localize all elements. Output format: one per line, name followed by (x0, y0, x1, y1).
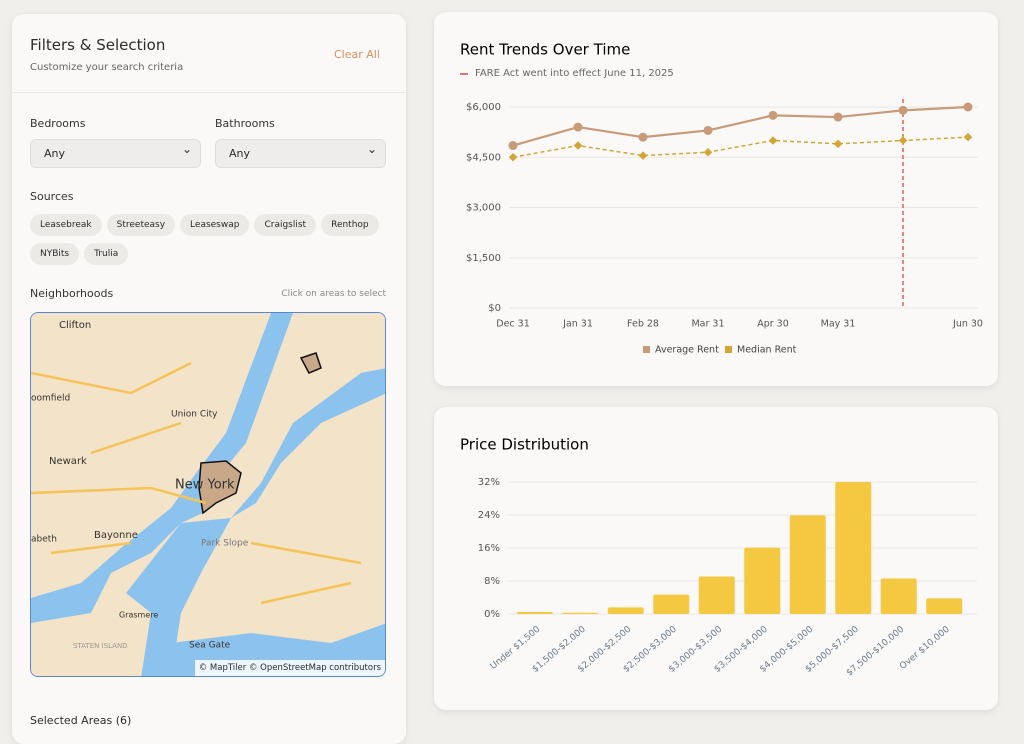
x-tick-label: Mar 31 (691, 319, 724, 330)
map-hint: Click on areas to select (281, 289, 386, 299)
series-line (512, 105, 969, 147)
selected-areas: Selected Areas (6) (30, 714, 132, 727)
x-tick-label: Feb 28 (627, 319, 659, 330)
selected-area[interactable] (198, 460, 242, 515)
point (898, 136, 908, 145)
source-chip[interactable]: Streeteasy (106, 214, 176, 236)
x-tick-label: Over $10,000 (898, 624, 952, 672)
panel-subtitle: Customize your search criteria (30, 62, 184, 73)
source-chip[interactable]: NYBits (30, 243, 80, 265)
bathrooms-label: Bathrooms (215, 117, 275, 130)
selected-area[interactable] (299, 352, 322, 374)
sources-label: Sources (30, 190, 74, 203)
map-label: Bayonne (94, 530, 138, 541)
line-card: Rent Trends Over Time FARE Act went into … (434, 12, 998, 386)
x-tick-label: May 31 (821, 319, 856, 330)
x-tick-label: Dec 31 (496, 319, 530, 330)
source-chip[interactable]: Leaseswap (180, 214, 250, 236)
map-label: STATEN ISLAND (73, 642, 128, 650)
point (963, 102, 973, 112)
y-tick-label: $3,000 (466, 203, 501, 214)
point (508, 141, 518, 151)
y-tick-label: $0 (488, 303, 501, 314)
x-tick-label: Apr 30 (757, 319, 789, 330)
y-tick-label: 24% (478, 510, 500, 521)
bar (880, 578, 917, 614)
bar (789, 515, 826, 614)
point (703, 147, 713, 157)
map[interactable]: Clifton Union City Newark Bayonne New Yo… (30, 312, 386, 677)
bar (835, 482, 872, 614)
map-label: New York (175, 478, 235, 493)
page: Filters & Selection Customize your searc… (0, 0, 1024, 724)
y-tick-label: 16% (478, 543, 500, 554)
bar (698, 576, 735, 614)
source-chip[interactable]: Leasebreak (30, 214, 102, 236)
legend-label: Average Rent (655, 345, 719, 356)
map-attribution: © MapTiler © OpenStreetMap contributors (194, 660, 385, 676)
bar (562, 612, 599, 614)
y-tick-label: 8% (484, 576, 500, 587)
point (638, 132, 648, 142)
bar (926, 598, 963, 614)
roads (31, 361, 362, 605)
map-label: Union City (171, 410, 218, 420)
bar (744, 547, 781, 614)
bedrooms-label: Bedrooms (30, 117, 86, 130)
point (573, 122, 583, 132)
point (768, 110, 778, 120)
x-tick-label: Jun 30 (952, 319, 983, 330)
chart-title: Rent Trends Over Time (460, 41, 630, 59)
annotation: FARE Act went into effect June 11, 2025 (475, 68, 674, 79)
bedrooms-select[interactable]: Any (30, 136, 201, 168)
y-tick-label: $4,500 (466, 152, 501, 163)
source-chip[interactable]: Trulia (84, 243, 129, 265)
bar (516, 611, 553, 614)
bay (126, 518, 231, 676)
y-tick-label: $6,000 (466, 102, 501, 113)
point (833, 139, 843, 149)
map-svg: Clifton Union City Newark Bayonne New Yo… (31, 313, 385, 676)
bar (653, 594, 690, 614)
point (508, 153, 518, 162)
point (898, 105, 908, 115)
x-tick-label: Jan 31 (562, 319, 593, 330)
source-chips: Leasebreak Streeteasy Leaseswap Craigslist R… (30, 214, 380, 265)
map-label: Newark (49, 456, 87, 467)
point (768, 136, 778, 145)
chart-title: Price Distribution (460, 436, 589, 454)
legend-swatch (725, 346, 732, 353)
hudson (31, 313, 293, 623)
legend-label: Median Rent (737, 345, 797, 356)
y-tick-label: 0% (484, 609, 500, 620)
divider (12, 92, 406, 93)
map-label: Grasmere (119, 611, 158, 620)
map-label: Park Slope (201, 539, 249, 549)
east-river (231, 368, 385, 518)
bar-card: Price Distribution 0% 8% 16% 24% 32% Under $1,… (434, 407, 998, 710)
source-chip[interactable]: Renthop (321, 214, 379, 236)
map-label: abeth (31, 535, 57, 545)
point (833, 112, 843, 122)
clear-all[interactable]: Clear All (334, 48, 380, 61)
series-line (512, 136, 969, 158)
bathrooms-select[interactable]: Any (215, 136, 386, 168)
point (638, 151, 648, 160)
bar (607, 607, 644, 614)
source-chip[interactable]: Craigslist (254, 214, 317, 236)
neighborhoods-label: Neighborhoods (30, 287, 114, 300)
point (703, 125, 713, 135)
legend-swatch (643, 346, 650, 353)
y-tick-label: $1,500 (466, 253, 501, 264)
map-label: Clifton (59, 320, 91, 331)
map-label: Sea Gate (189, 641, 231, 651)
filters-panel: Filters & Selection Customize your searc… (12, 14, 406, 744)
point (573, 141, 583, 150)
panel-title: Filters & Selection (30, 36, 166, 54)
map-label: oomfield (31, 394, 70, 404)
line-chart: Rent Trends Over Time FARE Act went into … (460, 41, 983, 356)
y-tick-label: 32% (478, 477, 500, 488)
point (963, 132, 973, 142)
